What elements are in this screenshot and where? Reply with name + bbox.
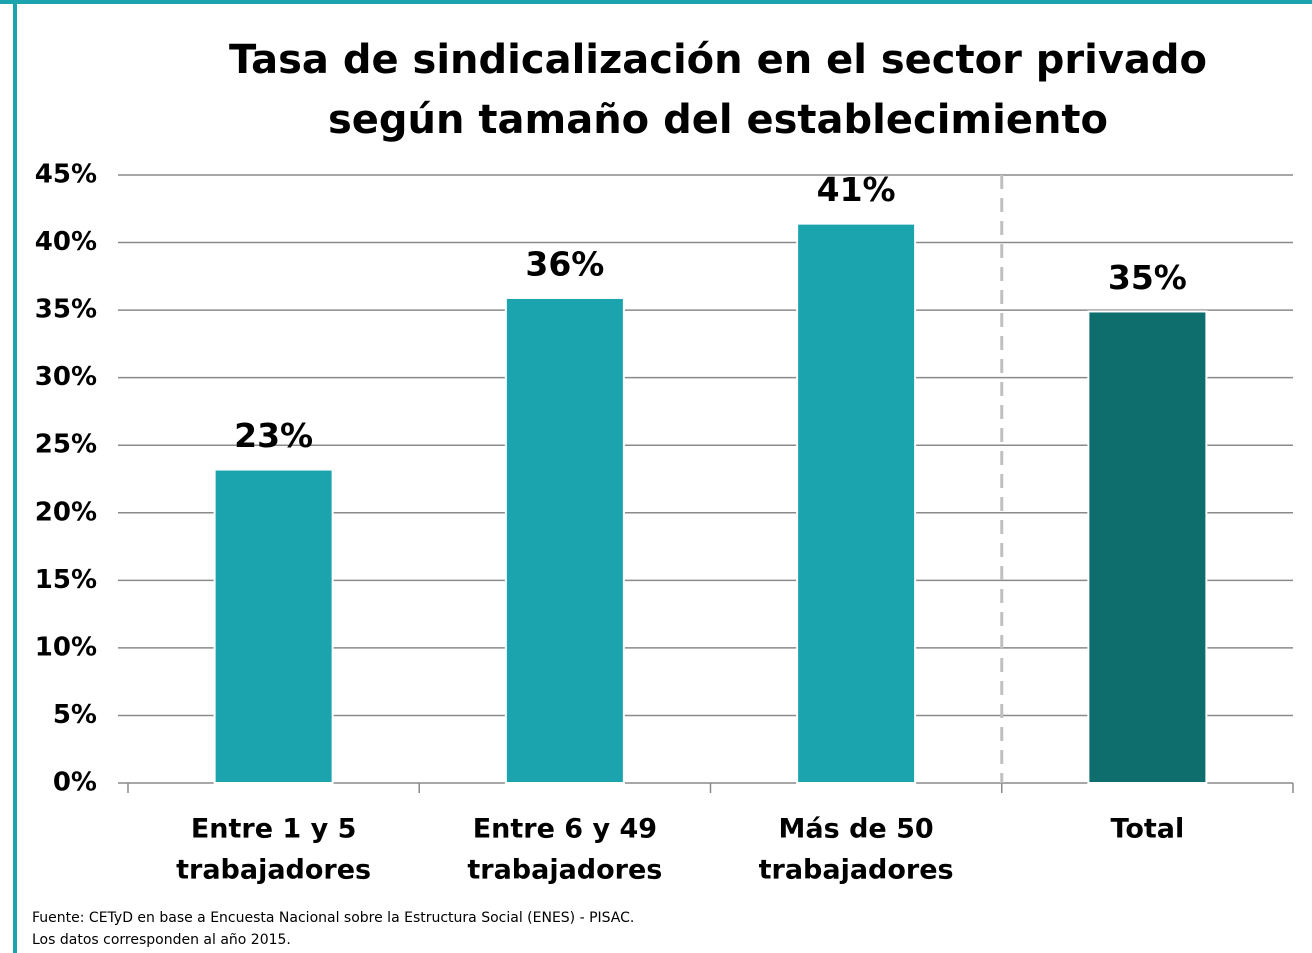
x-tick-label: Entre 6 y 49	[473, 814, 657, 845]
x-tick-label: Entre 1 y 5	[191, 814, 357, 845]
frame-left	[13, 0, 17, 953]
value-label: 36%	[525, 244, 604, 283]
x-tick-label: Total	[1110, 814, 1184, 845]
x-tick-label: Más de 50	[779, 814, 934, 845]
x-tick-label: trabajadores	[176, 855, 371, 886]
bar	[796, 222, 917, 784]
bar	[1087, 310, 1208, 784]
source: Los datos corresponden al año 2015.	[32, 932, 291, 948]
y-tick-label: 35%	[35, 295, 97, 325]
x-tick-label: trabajadores	[759, 855, 954, 886]
source: Fuente: CETyD en base a Encuesta Naciona…	[32, 910, 634, 926]
value-label: 41%	[817, 170, 896, 209]
value-label: 35%	[1108, 258, 1187, 297]
y-tick-label: 20%	[35, 497, 97, 527]
bar	[213, 468, 334, 784]
value-label: 23%	[234, 416, 313, 455]
y-tick-label: 5%	[53, 700, 97, 730]
frame-top	[0, 0, 1312, 4]
y-tick-label: 0%	[53, 768, 97, 798]
y-tick-label: 15%	[35, 565, 97, 595]
y-tick-label: 30%	[35, 362, 97, 392]
chart-title: Tasa de sindicalización en el sector pri…	[229, 37, 1207, 83]
y-tick-label: 45%	[35, 160, 97, 190]
y-tick-label: 25%	[35, 430, 97, 460]
y-tick-label: 10%	[35, 632, 97, 662]
x-tick-label: trabajadores	[467, 855, 662, 886]
chart-title: según tamaño del establecimiento	[328, 97, 1108, 143]
y-tick-label: 40%	[35, 227, 97, 257]
bar	[504, 296, 625, 784]
